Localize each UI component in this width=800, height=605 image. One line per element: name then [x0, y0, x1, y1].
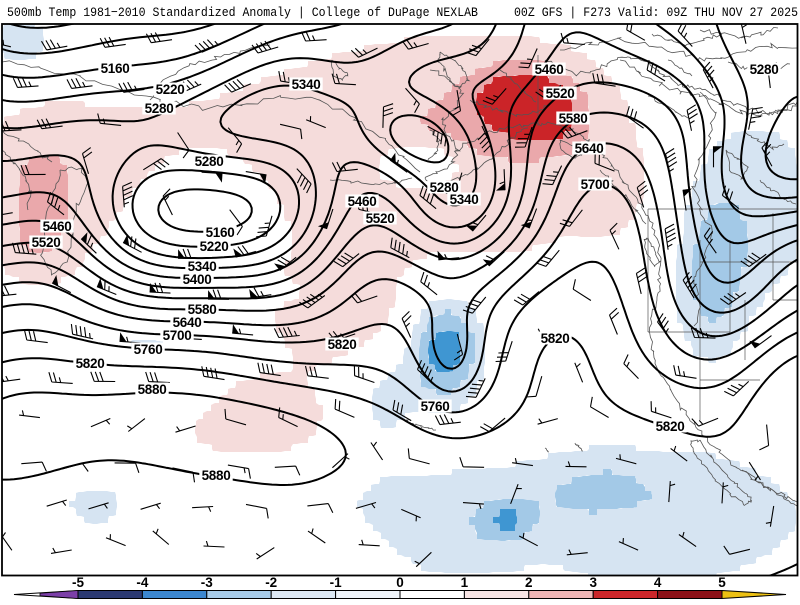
- svg-text:5220: 5220: [156, 82, 185, 97]
- svg-text:5280: 5280: [145, 101, 174, 116]
- svg-text:5880: 5880: [202, 468, 231, 483]
- svg-text:5820: 5820: [328, 337, 357, 352]
- svg-text:5580: 5580: [188, 302, 217, 317]
- svg-text:5640: 5640: [575, 141, 604, 156]
- svg-text:5820: 5820: [541, 331, 570, 346]
- svg-text:5820: 5820: [76, 356, 105, 371]
- svg-text:00Z GFS | F273 Valid: 09Z THU: 00Z GFS | F273 Valid: 09Z THU NOV 27 202…: [514, 5, 798, 20]
- svg-text:5520: 5520: [366, 211, 395, 226]
- svg-text:-2: -2: [265, 575, 277, 590]
- svg-text:500mb Temp 1981−2010 Standardi: 500mb Temp 1981−2010 Standardized Anomal…: [7, 5, 478, 20]
- svg-text:5220: 5220: [200, 239, 229, 254]
- svg-text:5520: 5520: [546, 86, 575, 101]
- svg-text:-5: -5: [72, 575, 84, 590]
- svg-text:3: 3: [589, 575, 597, 590]
- svg-text:5880: 5880: [138, 382, 167, 397]
- svg-text:5820: 5820: [656, 419, 685, 434]
- svg-text:5280: 5280: [750, 62, 779, 77]
- svg-text:5: 5: [718, 575, 726, 590]
- svg-text:5760: 5760: [134, 342, 163, 357]
- svg-text:5160: 5160: [206, 225, 235, 240]
- svg-text:5460: 5460: [535, 62, 564, 77]
- svg-text:-4: -4: [136, 575, 148, 590]
- svg-text:1: 1: [461, 575, 469, 590]
- svg-text:5460: 5460: [348, 194, 377, 209]
- svg-text:5640: 5640: [173, 315, 202, 330]
- svg-text:5580: 5580: [559, 111, 588, 126]
- svg-text:5700: 5700: [163, 328, 192, 343]
- svg-text:-3: -3: [201, 575, 213, 590]
- svg-text:5280: 5280: [195, 154, 224, 169]
- svg-text:5520: 5520: [32, 235, 61, 250]
- svg-text:5340: 5340: [188, 259, 217, 274]
- svg-text:5280: 5280: [430, 180, 459, 195]
- svg-text:5700: 5700: [581, 177, 610, 192]
- svg-text:5400: 5400: [183, 272, 212, 287]
- svg-text:5460: 5460: [43, 219, 72, 234]
- svg-text:5160: 5160: [101, 61, 130, 76]
- svg-text:2: 2: [525, 575, 533, 590]
- svg-text:-1: -1: [330, 575, 342, 590]
- svg-text:0: 0: [396, 575, 404, 590]
- svg-text:5340: 5340: [292, 77, 321, 92]
- svg-text:5340: 5340: [450, 192, 479, 207]
- svg-text:5760: 5760: [421, 399, 450, 414]
- svg-text:4: 4: [654, 575, 662, 590]
